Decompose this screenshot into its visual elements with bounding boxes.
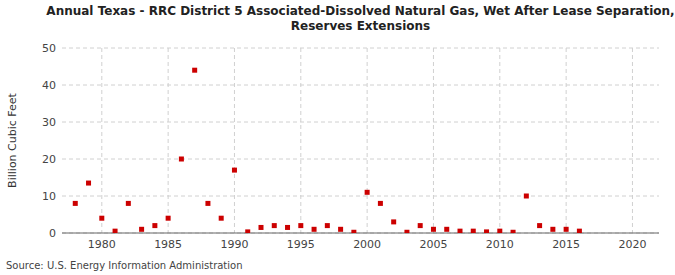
y-tick-label: 20 [42,153,56,166]
x-tick-label: 1990 [220,238,248,251]
point [365,190,370,195]
title-line: Annual Texas - RRC District 5 Associated… [46,4,674,18]
x-tick-label: 1980 [88,238,116,251]
x-grid-line [234,48,235,233]
point [232,168,237,173]
point [524,194,529,199]
x-grid-line [101,48,102,233]
point [404,230,409,233]
point [577,229,582,233]
y-tick-label: 0 [49,227,56,240]
title-line: Reserves Extensions [291,19,430,33]
point [418,223,423,228]
point [86,181,91,186]
point [550,227,555,232]
points [73,68,582,233]
x-grid-line [433,48,434,233]
point [219,216,224,221]
point [73,201,78,206]
y-tick-label: 50 [42,42,56,55]
point [378,201,383,206]
point [205,201,210,206]
point [444,227,449,232]
chart-container: Annual Texas - RRC District 5 Associated… [0,0,675,275]
title: Annual Texas - RRC District 5 Associated… [46,4,674,33]
point [126,201,131,206]
x-tick-label: 2005 [419,238,447,251]
x-tick-label: 2020 [618,238,646,251]
x-grid-line [566,48,567,233]
source-note: Source: U.S. Energy Information Administ… [6,260,243,271]
point [99,216,104,221]
point [245,229,250,233]
point [259,225,264,230]
point [152,223,157,228]
point [431,227,436,232]
point [166,216,171,221]
x-grid-line [168,48,169,233]
plot-area [62,48,659,233]
point [537,223,542,228]
x-tick-label: 1985 [154,238,182,251]
point [497,229,502,233]
x-grid-line [499,48,500,233]
x-tick-label: 2010 [486,238,514,251]
x-tick-label: 1995 [287,238,315,251]
x-grid-line [632,48,633,233]
point [298,223,303,228]
point [458,229,463,233]
x-tick-label: 2015 [552,238,580,251]
y-grid-line [62,122,659,123]
y-grid-line [62,159,659,160]
x-axis-line [62,233,659,234]
axes: 0 10 20 30 40 50 1980 1985 1990 1995 2000 2005 2010 2… [42,42,659,251]
point [192,68,197,73]
point [351,230,356,233]
point [139,227,144,232]
y-axis-label: Billion Cubic Feet [6,92,19,187]
x-grid-line [300,48,301,233]
chart-svg: Annual Texas - RRC District 5 Associated… [0,0,675,275]
y-grid-line [62,196,659,197]
point [113,229,118,233]
point [511,230,516,233]
point [272,223,277,228]
point [285,225,290,230]
point [325,223,330,228]
point [338,227,343,232]
y-tick-label: 10 [42,190,56,203]
y-grid-line [62,48,659,49]
point [484,229,489,233]
point [564,227,569,232]
y-tick-label: 30 [42,116,56,129]
grid [62,48,659,233]
point [471,229,476,233]
point [391,219,396,224]
y-grid-line [62,85,659,86]
point [312,227,317,232]
y-grid-line [62,233,659,234]
point [179,157,184,162]
x-tick-label: 2000 [353,238,381,251]
y-tick-label: 40 [42,79,56,92]
x-grid-line [367,48,368,233]
